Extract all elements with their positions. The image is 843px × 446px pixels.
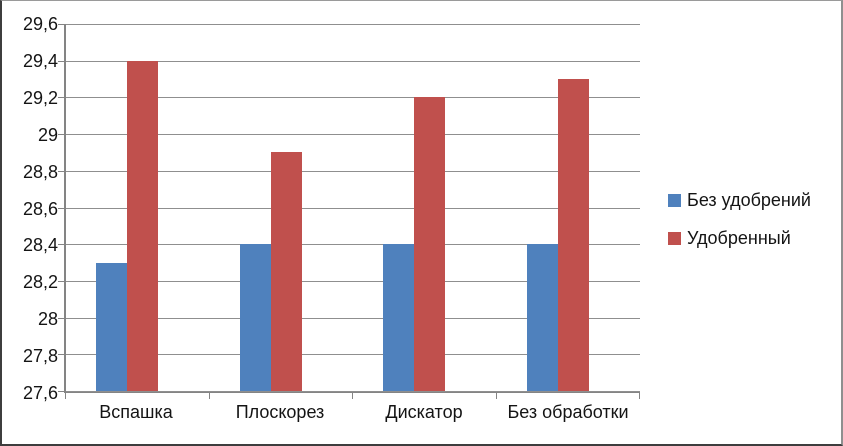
y-axis-tick-label: 28,8 xyxy=(22,161,58,182)
y-axis-tick-label: 28,4 xyxy=(22,235,58,256)
gridline xyxy=(66,391,640,392)
gridline xyxy=(66,280,640,282)
y-axis-tick-label: 28,6 xyxy=(22,198,58,219)
gridline xyxy=(66,97,640,99)
gridline xyxy=(66,60,640,62)
bar-series2 xyxy=(414,97,445,391)
bar-series2 xyxy=(557,79,589,391)
y-axis-tick xyxy=(58,280,65,282)
bar-series1 xyxy=(526,244,558,391)
y-axis-tick-label: 29,2 xyxy=(22,87,58,108)
gridline xyxy=(66,24,640,25)
y-axis-tick xyxy=(58,24,65,25)
bar-series2 xyxy=(270,152,302,391)
legend-item: Удобренный xyxy=(668,228,811,249)
gridline xyxy=(66,317,640,319)
gridline xyxy=(66,170,640,172)
y-axis-tick xyxy=(58,354,65,356)
x-axis-category-label: Без обработки xyxy=(507,402,629,422)
x-axis-tick xyxy=(208,393,210,399)
y-axis-tick-label: 27,8 xyxy=(22,346,58,367)
gridline xyxy=(66,354,640,356)
x-axis-tick xyxy=(65,393,66,399)
legend-item: Без удобрений xyxy=(668,190,811,211)
x-axis-tick xyxy=(639,393,640,399)
bar-series1 xyxy=(239,244,271,391)
y-axis-tick xyxy=(58,60,65,62)
y-axis-tick xyxy=(58,244,65,246)
legend-swatch xyxy=(668,232,681,245)
y-axis-tick-label: 29,4 xyxy=(22,50,58,71)
plot-area xyxy=(58,24,640,399)
gridline xyxy=(66,134,640,136)
y-axis-tick-label: 29 xyxy=(37,124,58,145)
legend-label: Удобренный xyxy=(687,228,791,248)
y-axis-tick xyxy=(58,97,65,99)
bar-series2 xyxy=(127,60,158,391)
legend-label: Без удобрений xyxy=(687,190,811,210)
gridline xyxy=(66,244,640,246)
y-axis-tick xyxy=(58,207,65,209)
gridline xyxy=(66,207,640,209)
legend-swatch xyxy=(668,194,681,207)
legend: Без удобрений Удобренный xyxy=(668,190,811,249)
y-axis-tick-label: 28,2 xyxy=(22,272,58,293)
x-axis-tick xyxy=(495,393,497,399)
y-axis-labels: 27,6 27,8 28 28,2 28,4 28,6 28,8 29 29,2 29,4 29,6 xyxy=(2,14,58,403)
y-axis-tick-label: 27,6 xyxy=(22,383,58,403)
x-axis-labels: Вспашка Плоскорез Дискатор Без обработки xyxy=(64,402,640,428)
y-axis-tick xyxy=(58,170,65,172)
bar-series1 xyxy=(96,262,127,391)
y-axis-tick xyxy=(58,317,65,319)
bar-series1 xyxy=(383,244,414,391)
x-axis-category-label: Плоскорез xyxy=(235,402,325,422)
x-axis-category-label: Дискатор xyxy=(385,402,463,422)
y-axis-tick xyxy=(58,391,65,392)
y-axis-tick xyxy=(58,134,65,136)
x-axis-category-label: Вспашка xyxy=(99,402,173,422)
x-axis-tick xyxy=(352,393,353,399)
y-axis-tick-label: 29,6 xyxy=(22,14,58,34)
y-axis-tick-label: 28 xyxy=(37,309,58,330)
